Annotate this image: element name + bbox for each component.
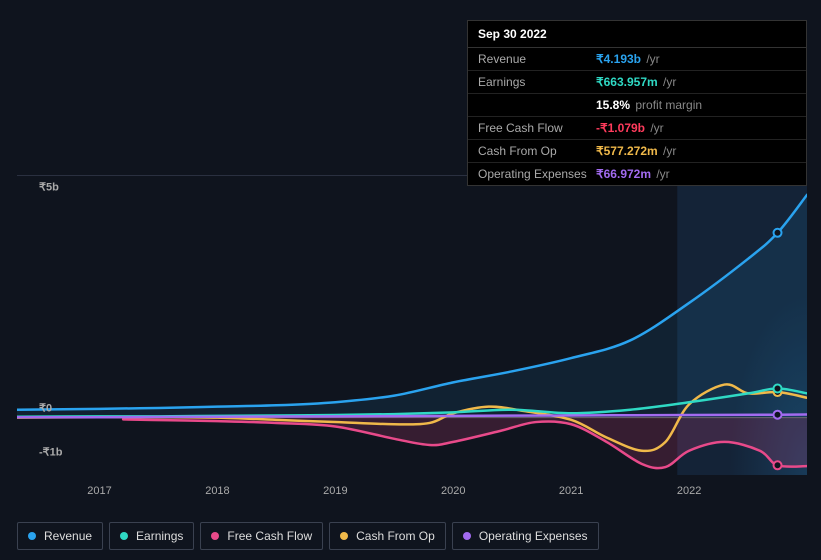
tooltip-row-value: ₹577.272m: [596, 144, 658, 158]
tooltip-row: Cash From Op₹577.272m /yr: [468, 140, 806, 163]
x-axis-label: 2020: [441, 485, 465, 497]
legend-item[interactable]: Revenue: [17, 522, 103, 550]
x-axis-label: 2019: [323, 485, 347, 497]
tooltip-row-suffix: /yr: [647, 121, 664, 135]
tooltip-row-value: -₹1.079b: [596, 121, 645, 135]
tooltip-row-label: Cash From Op: [478, 144, 596, 158]
tooltip-row-suffix: profit margin: [632, 98, 702, 112]
x-axis-label: 2021: [559, 485, 583, 497]
tooltip-row-suffix: /yr: [660, 75, 677, 89]
legend-swatch: [28, 532, 36, 540]
tooltip-row-suffix: /yr: [653, 167, 670, 181]
tooltip-row-value: ₹4.193b: [596, 52, 641, 66]
tooltip-row: 15.8% profit margin: [468, 94, 806, 117]
tooltip-row-label: Revenue: [478, 52, 596, 66]
legend-item[interactable]: Free Cash Flow: [200, 522, 323, 550]
tooltip-row-suffix: /yr: [643, 52, 660, 66]
legend-label: Cash From Op: [356, 529, 435, 543]
y-axis-label: ₹0: [39, 401, 52, 414]
tooltip-row: Revenue₹4.193b /yr: [468, 48, 806, 71]
legend-label: Earnings: [136, 529, 183, 543]
legend-swatch: [120, 532, 128, 540]
x-axis-label: 2017: [87, 485, 111, 497]
y-axis-label: ₹5b: [39, 181, 59, 194]
tooltip-date: Sep 30 2022: [468, 21, 806, 48]
tooltip-row: Free Cash Flow-₹1.079b /yr: [468, 117, 806, 140]
tooltip-row: Operating Expenses₹66.972m /yr: [468, 163, 806, 185]
legend-label: Free Cash Flow: [227, 529, 312, 543]
legend-swatch: [340, 532, 348, 540]
y-axis-label: -₹1b: [39, 445, 63, 458]
tooltip-row-label: Earnings: [478, 75, 596, 89]
tooltip-row-value: 15.8%: [596, 98, 630, 112]
legend-item[interactable]: Operating Expenses: [452, 522, 599, 550]
legend-item[interactable]: Cash From Op: [329, 522, 446, 550]
chart-tooltip: Sep 30 2022 Revenue₹4.193b /yrEarnings₹6…: [467, 20, 807, 186]
legend-item[interactable]: Earnings: [109, 522, 194, 550]
x-axis-label: 2022: [677, 485, 701, 497]
tooltip-row-label: Free Cash Flow: [478, 121, 596, 135]
legend-label: Revenue: [44, 529, 92, 543]
legend-swatch: [211, 532, 219, 540]
chart-legend: Revenue Earnings Free Cash Flow Cash From O…: [17, 522, 599, 550]
tooltip-row-suffix: /yr: [660, 144, 677, 158]
tooltip-row: Earnings₹663.957m /yr: [468, 71, 806, 94]
tooltip-row-label: Operating Expenses: [478, 167, 596, 181]
legend-label: Operating Expenses: [479, 529, 588, 543]
tooltip-row-value: ₹66.972m: [596, 167, 651, 181]
legend-swatch: [463, 532, 471, 540]
tooltip-row-value: ₹663.957m: [596, 75, 658, 89]
financial-chart[interactable]: ₹5b₹0-₹1b201720182019202020212022: [17, 175, 807, 475]
x-axis-label: 2018: [205, 485, 229, 497]
tooltip-row-label: [478, 98, 596, 112]
